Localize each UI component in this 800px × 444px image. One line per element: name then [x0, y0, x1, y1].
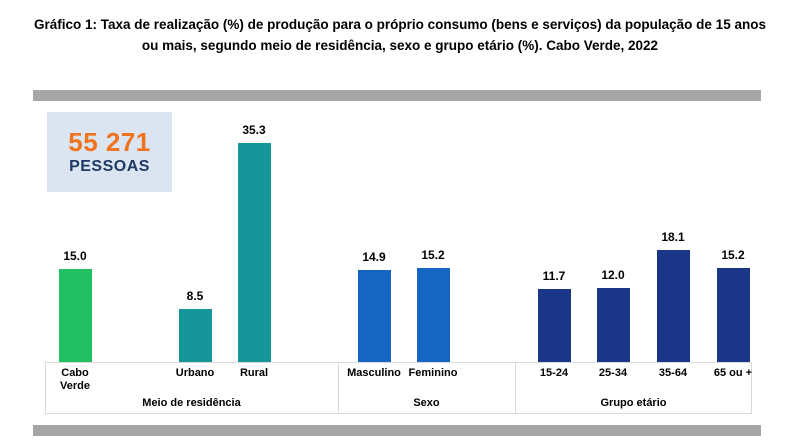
category-label-25-34: 25-34 [598, 367, 628, 379]
category-axis-strip [45, 362, 752, 414]
top-divider-bar [33, 90, 761, 101]
callout-label: PESSOAS [69, 158, 150, 175]
bar-feminino [416, 268, 450, 362]
bar-25-34 [596, 288, 630, 362]
bar-value-65-ou: 15.2 [721, 248, 745, 262]
group-label-sexo: Sexo [413, 397, 440, 409]
category-label-masculino: Masculino [347, 367, 401, 379]
bar-value-urbano: 8.5 [186, 289, 204, 303]
category-label-15-24: 15-24 [539, 367, 569, 379]
bottom-divider-bar [33, 425, 761, 436]
chart-title: Gráfico 1: Taxa de realização (%) de pro… [34, 17, 766, 53]
bar-65-ou [716, 268, 750, 362]
bar-cabo-verde [58, 269, 92, 362]
category-label-rural: Rural [239, 367, 269, 379]
group-label-grupo-et-rio: Grupo etário [600, 397, 667, 409]
callout-value: 55 271 [68, 127, 151, 157]
group-label-meio-de-resid-ncia: Meio de residência [142, 397, 241, 409]
bar-15-24 [537, 289, 571, 362]
bar-rural [237, 143, 271, 362]
category-label-35-64: 35-64 [658, 367, 688, 379]
category-label-urbano: Urbano [175, 367, 215, 379]
bar-value-15-24: 11.7 [542, 269, 566, 283]
bar-value-rural: 35.3 [242, 123, 266, 137]
bar-masculino [357, 270, 391, 362]
strip-divider-2 [515, 362, 516, 414]
category-label-65-ou: 65 ou + [713, 367, 753, 379]
bar-urbano [178, 309, 212, 362]
category-label-cabo-verde: Cabo Verde [60, 367, 90, 392]
bar-value-25-34: 12.0 [601, 268, 625, 282]
callout-box: 55 271 PESSOAS [47, 112, 172, 192]
bar-value-35-64: 18.1 [661, 230, 685, 244]
bar-35-64 [656, 250, 690, 362]
bar-value-cabo-verde: 15.0 [63, 249, 87, 263]
bar-value-masculino: 14.9 [362, 250, 386, 264]
strip-divider-1 [338, 362, 339, 414]
category-label-feminino: Feminino [408, 367, 458, 379]
bar-value-feminino: 15.2 [421, 248, 445, 262]
